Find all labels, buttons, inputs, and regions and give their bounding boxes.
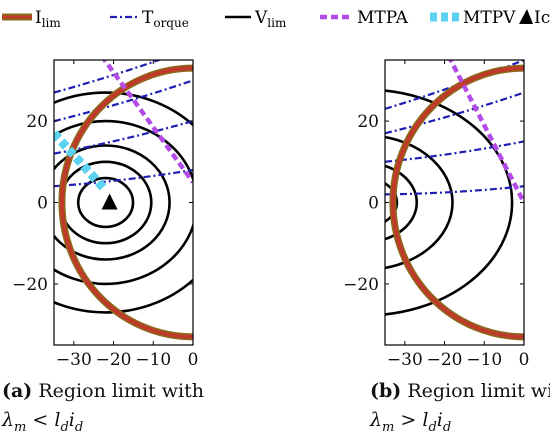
ilim-circle-outline-a [58,64,193,341]
torque-curve-a-3 [54,60,163,94]
y-tick-label-a-0: −20 [12,275,48,295]
chart-legend: Ilim Torque Vlim MTPA MTPV Icc [2,8,550,30]
mtpv-curve-a [54,130,109,194]
legend-label-mtpa: MTPA [357,8,409,28]
caption-a: (a) Region limit with λm < ldid [2,377,204,442]
x-tick-label-a-2: −10 [135,350,171,370]
vlim-curve-a-0 [76,176,135,229]
x-tick-label-a-1: −20 [96,350,132,370]
caption-b-formula: λm > ldid [370,409,452,435]
torque-curve-b-0 [385,185,524,196]
chart-panel-a: −30 −20 −10 0 −20 0 20 [0,50,210,370]
x-tick-label-b-0: −30 [387,350,423,370]
caption-a-label: (a) [2,380,33,402]
legend-label-vlim: Vlim [254,8,287,30]
icc-marker-a [101,193,118,210]
torque-curve-a-2 [54,79,193,123]
legend-label-mtpv: MTPV [463,8,516,28]
torque-curve-a-0 [54,168,193,188]
vlim-curve-a-2 [54,144,171,261]
caption-b-relation: > [400,409,417,431]
y-tick-label-b-2: 20 [357,112,379,132]
legend-label-icc: Icc [534,8,550,28]
ilim-circle-a [59,66,193,339]
caption-b-text: Region limit with [407,380,550,402]
x-tick-label-b-3: 0 [519,350,530,370]
x-tick-label-a-3: 0 [188,350,199,370]
x-tick-label-b-2: −10 [466,350,502,370]
caption-a-formula: λm < ldid [2,409,84,435]
caption-b-label: (b) [370,380,402,402]
vlim-curve-b-3 [385,89,514,316]
plot-area-a [54,60,193,341]
vlim-curve-b-1 [385,164,419,241]
y-tick-label-a-2: 20 [26,112,48,132]
triangle-icon [519,9,533,24]
y-tick-label-a-1: 0 [37,194,48,214]
vlim-curve-b-2 [385,135,454,270]
mtpa-curve-a [101,60,193,184]
vlim-curve-a-4 [54,91,193,314]
x-tick-label-a-0: −30 [56,350,92,370]
y-tick-label-b-1: 0 [368,194,379,214]
vlim-curve-a-3 [54,119,193,286]
x-tick-label-b-1: −20 [427,350,463,370]
caption-a-text: Region limit with [38,380,204,402]
vlim-curve-b-0 [385,181,399,224]
caption-b: (b) Region limit with λm > ldid [370,377,550,442]
ilim-circle-b [390,66,524,339]
legend-label-ilim: Ilim [35,8,61,30]
plot-area-b [385,60,524,341]
chart-panel-b: −30 −20 −10 0 −20 0 20 [343,50,550,370]
legend-label-torque: Torque [142,8,189,30]
y-tick-label-b-0: −20 [345,275,379,295]
torque-curve-b-2 [385,91,524,135]
caption-a-relation: < [32,409,49,431]
mtpa-curve-b [448,60,524,204]
